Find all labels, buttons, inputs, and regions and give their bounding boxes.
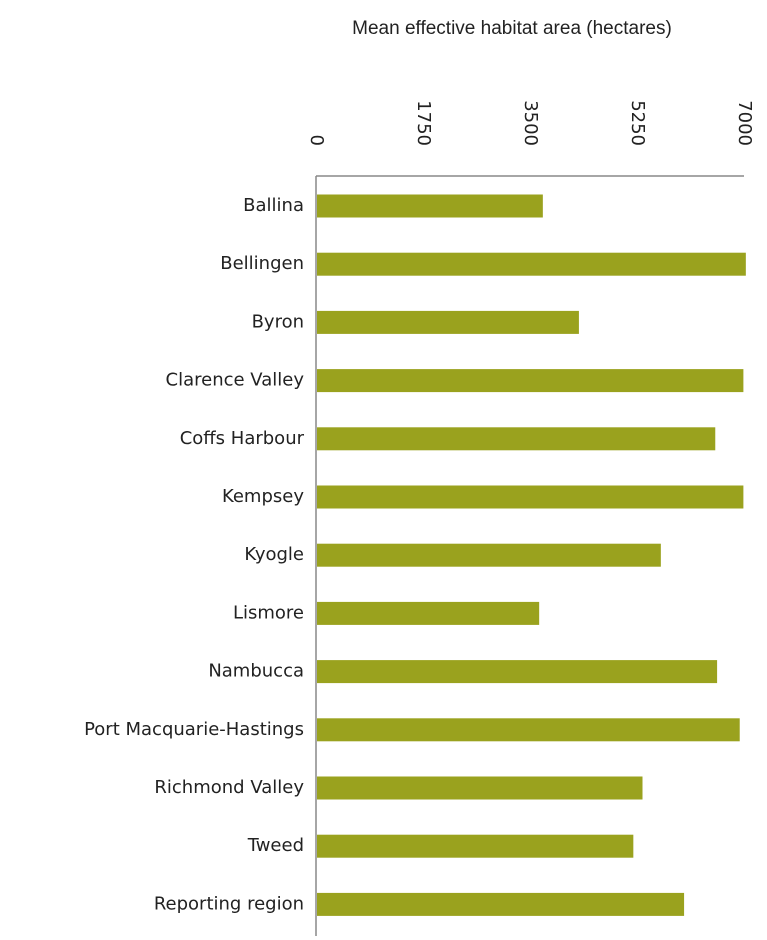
- bar: [317, 543, 661, 567]
- category-label: Bellingen: [220, 253, 304, 274]
- bar: [317, 369, 744, 393]
- bar: [317, 252, 746, 276]
- bar: [317, 892, 685, 916]
- category-label: Tweed: [247, 835, 304, 856]
- bar: [317, 310, 579, 334]
- bar: [317, 660, 718, 684]
- chart-title: Mean effective habitat area (hectares): [352, 18, 672, 39]
- category-label: Ballina: [243, 195, 304, 216]
- x-tick-label: 1750: [413, 100, 434, 146]
- category-label: Nambucca: [208, 661, 304, 682]
- category-label: Port Macquarie-Hastings: [84, 719, 304, 740]
- bar: [317, 834, 634, 858]
- category-label: Lismore: [233, 602, 304, 623]
- category-label: Clarence Valley: [166, 370, 305, 391]
- x-tick-label: 7000: [734, 100, 755, 146]
- bar: [317, 485, 744, 509]
- category-label: Kempsey: [222, 486, 304, 507]
- bar: [317, 194, 543, 218]
- bar: [317, 601, 540, 625]
- category-label: Reporting region: [154, 893, 304, 914]
- category-label: Byron: [252, 311, 304, 332]
- category-label: Kyogle: [244, 544, 304, 565]
- x-tick-label: 3500: [520, 100, 541, 146]
- category-label: Coffs Harbour: [180, 428, 305, 449]
- bar: [317, 718, 740, 742]
- bar: [317, 776, 643, 800]
- x-axis-ticks: 0 1750 3500 5250 7000: [306, 100, 755, 146]
- x-tick-label: 0: [306, 135, 327, 146]
- category-labels: Ballina Bellingen Byron Clarence Valley Coff…: [84, 195, 305, 914]
- x-tick-label: 5250: [627, 100, 648, 146]
- category-label: Richmond Valley: [154, 777, 304, 798]
- bar: [317, 427, 716, 451]
- bars: [317, 194, 746, 916]
